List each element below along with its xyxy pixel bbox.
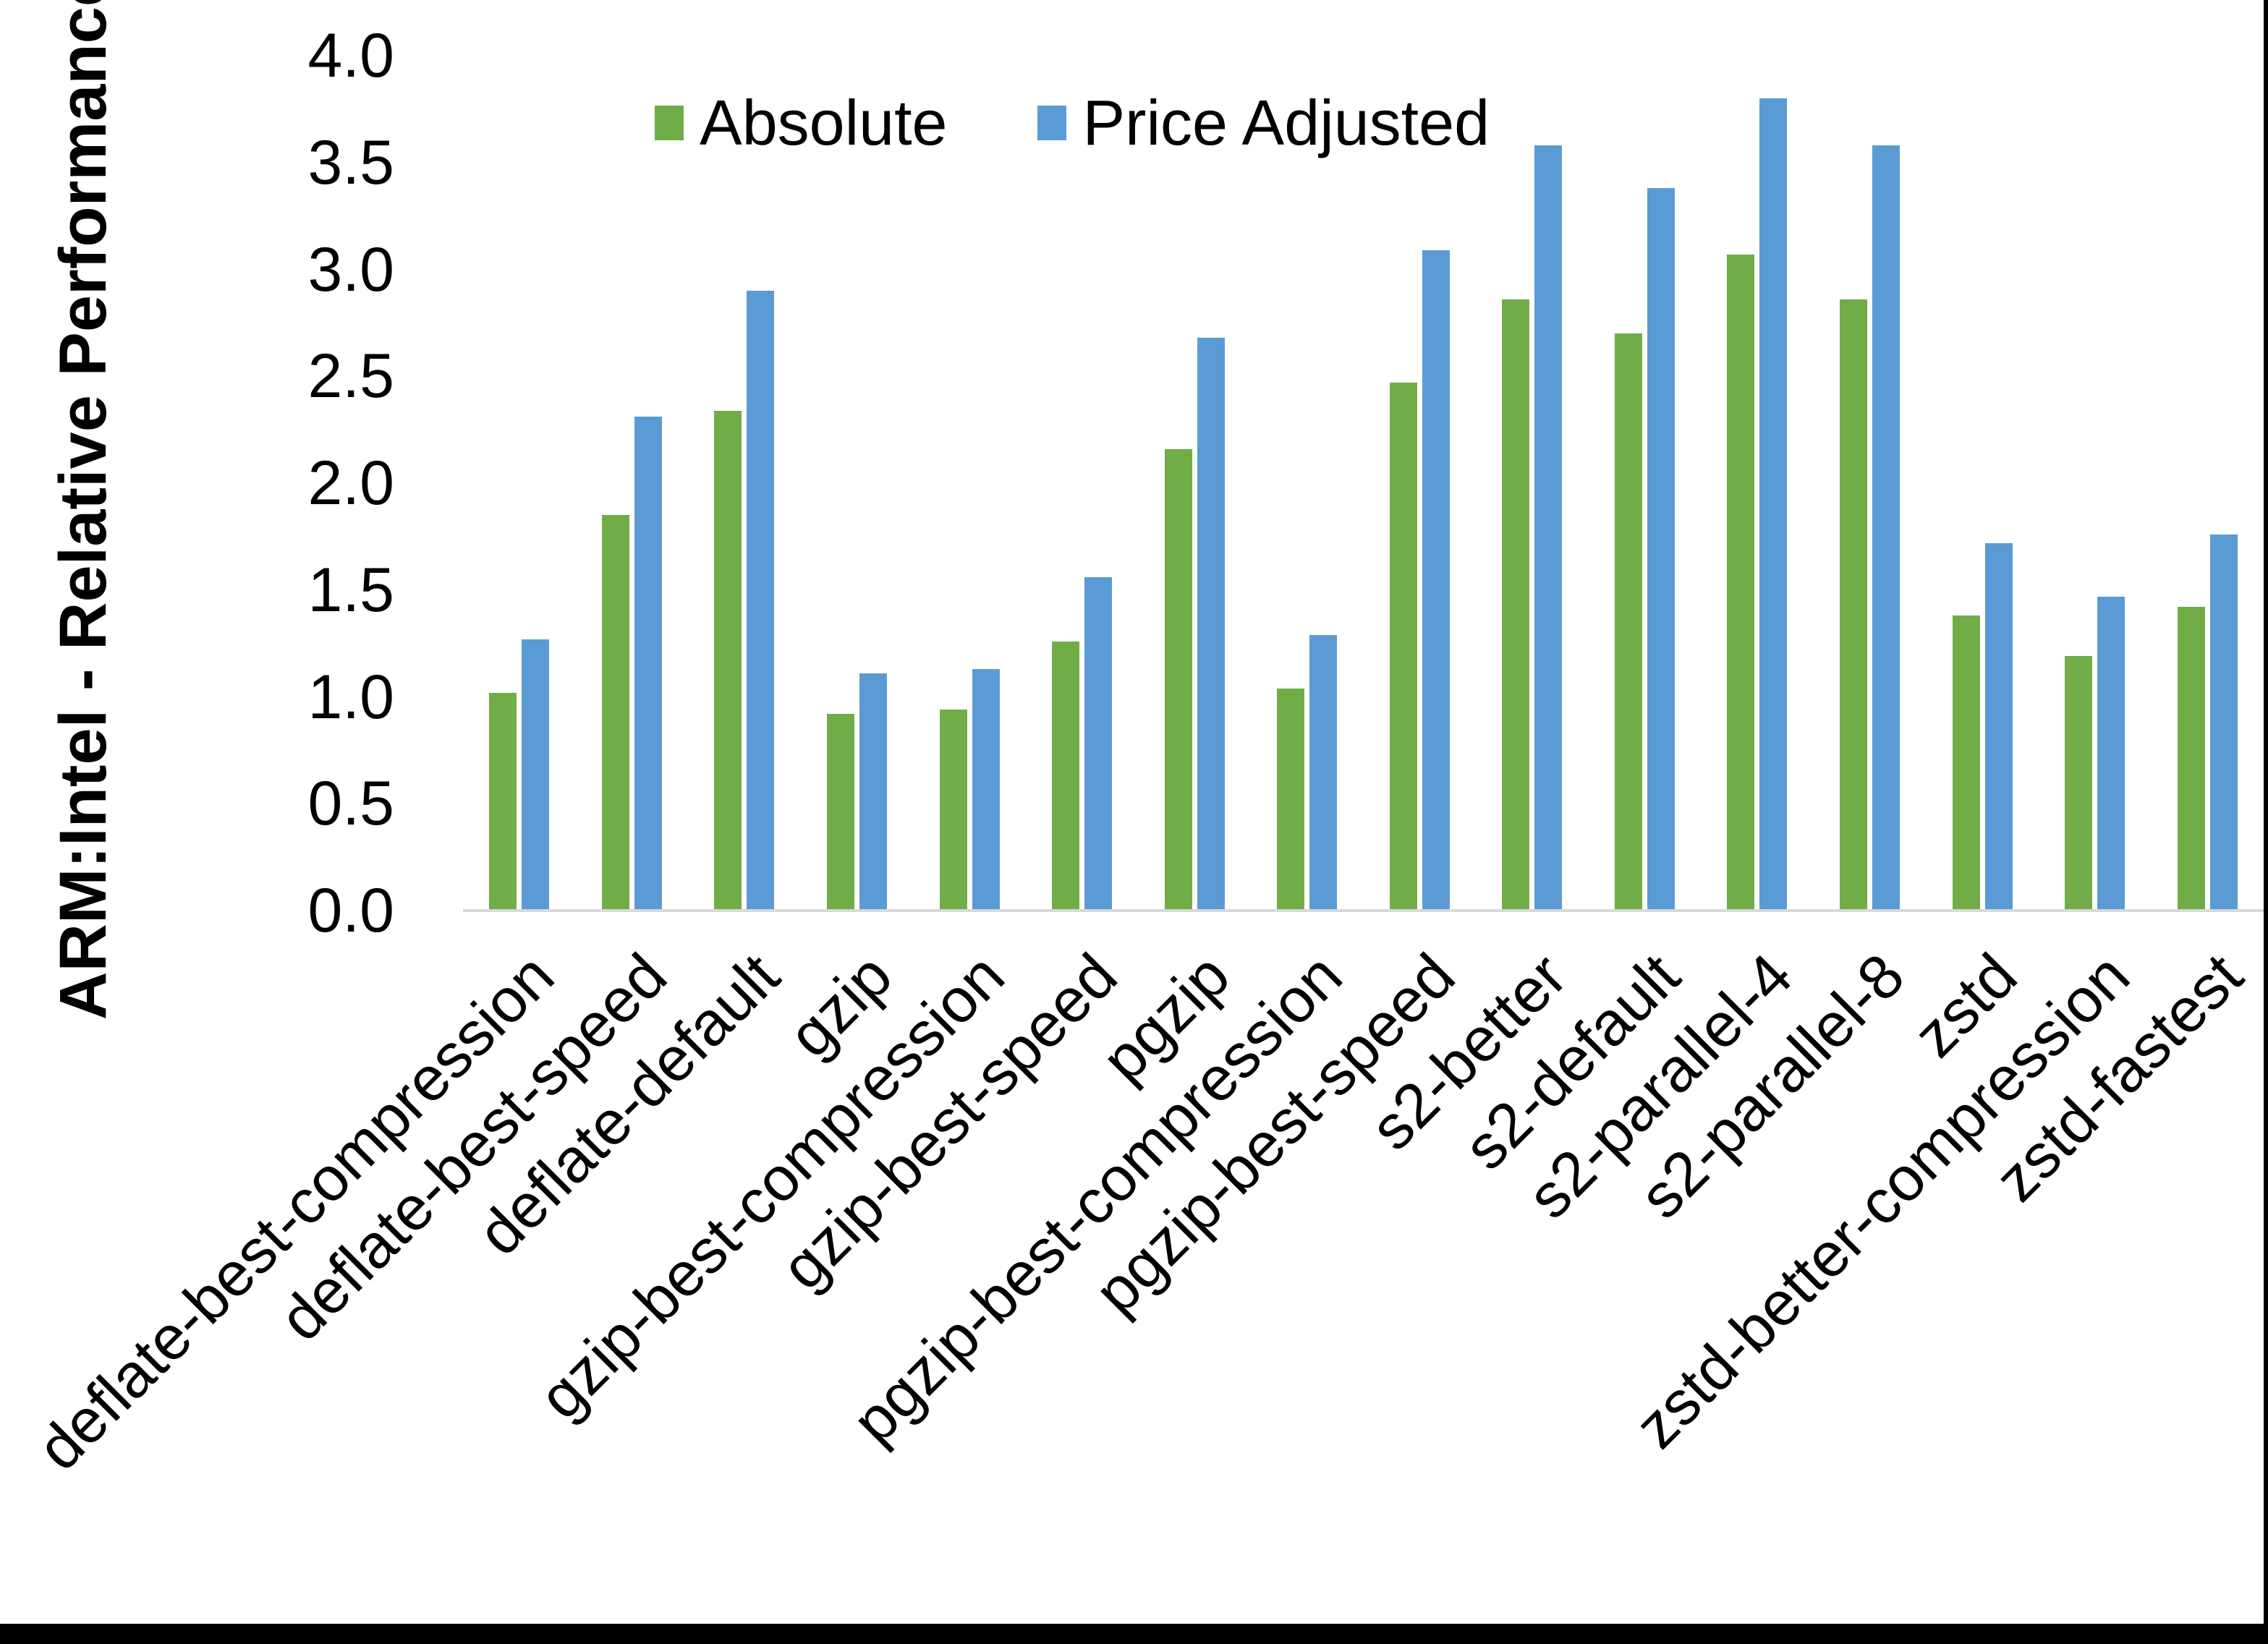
bar-price-adjusted-deflate-best-compression	[522, 639, 550, 911]
bar-absolute-zstd	[1952, 616, 1980, 911]
y-tick-2.0: 2.0	[307, 448, 394, 518]
bar-group-zstd-fastest	[2151, 0, 2264, 911]
legend-swatch-price-adjusted	[1037, 106, 1067, 140]
plot-area	[463, 0, 2264, 911]
bar-absolute-deflate-default	[714, 411, 742, 911]
y-tick-1.0: 1.0	[307, 662, 394, 732]
legend-label-absolute: Absolute	[700, 87, 948, 158]
bar-group-s2-better	[1476, 0, 1589, 911]
bar-price-adjusted-s2-default	[1647, 188, 1675, 911]
bar-price-adjusted-zstd-fastest	[2209, 534, 2238, 911]
y-tick-0.0: 0.0	[307, 876, 394, 945]
right-frame-border	[2264, 0, 2268, 1644]
bar-absolute-deflate-best-speed	[601, 515, 629, 911]
bar-group-pgzip-best-compression	[1251, 0, 1364, 911]
bar-price-adjusted-pgzip	[1197, 338, 1225, 911]
bar-absolute-s2-better	[1502, 299, 1530, 911]
bar-price-adjusted-zstd-better-compression	[2097, 597, 2125, 911]
bar-group-pgzip-best-speed	[1364, 0, 1477, 911]
bar-group-gzip-best-compression	[913, 0, 1026, 911]
y-tick-4.0: 4.0	[307, 21, 394, 90]
y-tick-1.5: 1.5	[307, 555, 394, 625]
bar-group-s2-default	[1589, 0, 1702, 911]
legend: Absolute Price Adjusted	[655, 88, 1490, 158]
y-tick-3.0: 3.0	[307, 234, 394, 304]
bar-absolute-s2-parallel-8	[1840, 299, 1868, 911]
bar-absolute-gzip-best-compression	[939, 710, 967, 911]
bottom-frame-border	[0, 1624, 2268, 1644]
bar-absolute-deflate-best-compression	[489, 693, 517, 911]
y-tick-2.5: 2.5	[307, 341, 394, 412]
bar-absolute-gzip	[826, 714, 854, 911]
bar-price-adjusted-deflate-default	[747, 291, 775, 911]
bar-absolute-s2-default	[1614, 333, 1642, 911]
bar-absolute-pgzip	[1164, 449, 1192, 911]
bar-group-pgzip	[1138, 0, 1251, 911]
bar-price-adjusted-s2-parallel-8	[1872, 145, 1900, 911]
bar-group-deflate-best-speed	[576, 0, 689, 911]
legend-swatch-absolute	[655, 106, 684, 140]
bar-absolute-zstd-fastest	[2177, 607, 2205, 911]
bar-price-adjusted-pgzip-best-compression	[1309, 635, 1338, 911]
bar-group-s2-parallel-8	[1814, 0, 1927, 911]
bar-group-deflate-best-compression	[463, 0, 576, 911]
bar-group-gzip-best-speed	[1026, 0, 1139, 911]
bar-absolute-pgzip-best-speed	[1389, 383, 1417, 911]
bar-price-adjusted-gzip-best-speed	[1084, 577, 1113, 911]
bar-group-zstd-better-compression	[2039, 0, 2152, 911]
bar-group-zstd	[1926, 0, 2039, 911]
bar-price-adjusted-zstd	[1984, 543, 2013, 911]
bar-absolute-gzip-best-speed	[1052, 642, 1080, 911]
bar-price-adjusted-s2-better	[1534, 145, 1563, 911]
bar-absolute-pgzip-best-compression	[1277, 689, 1305, 911]
bar-absolute-s2-parallel-4	[1727, 255, 1755, 911]
bar-price-adjusted-gzip-best-compression	[972, 669, 1000, 911]
x-axis-line	[463, 909, 2264, 912]
bar-group-gzip	[801, 0, 914, 911]
bar-price-adjusted-pgzip-best-speed	[1422, 250, 1450, 911]
legend-label-price-adjusted: Price Adjusted	[1082, 87, 1490, 158]
y-tick-3.5: 3.5	[307, 127, 394, 197]
bar-absolute-zstd-better-compression	[2065, 656, 2093, 911]
bar-price-adjusted-gzip	[859, 673, 887, 911]
bar-price-adjusted-s2-parallel-4	[1759, 98, 1788, 911]
bar-price-adjusted-deflate-best-speed	[634, 417, 662, 911]
bar-group-deflate-default	[688, 0, 801, 911]
y-tick-0.5: 0.5	[307, 769, 394, 839]
bar-group-s2-parallel-4	[1701, 0, 1814, 911]
